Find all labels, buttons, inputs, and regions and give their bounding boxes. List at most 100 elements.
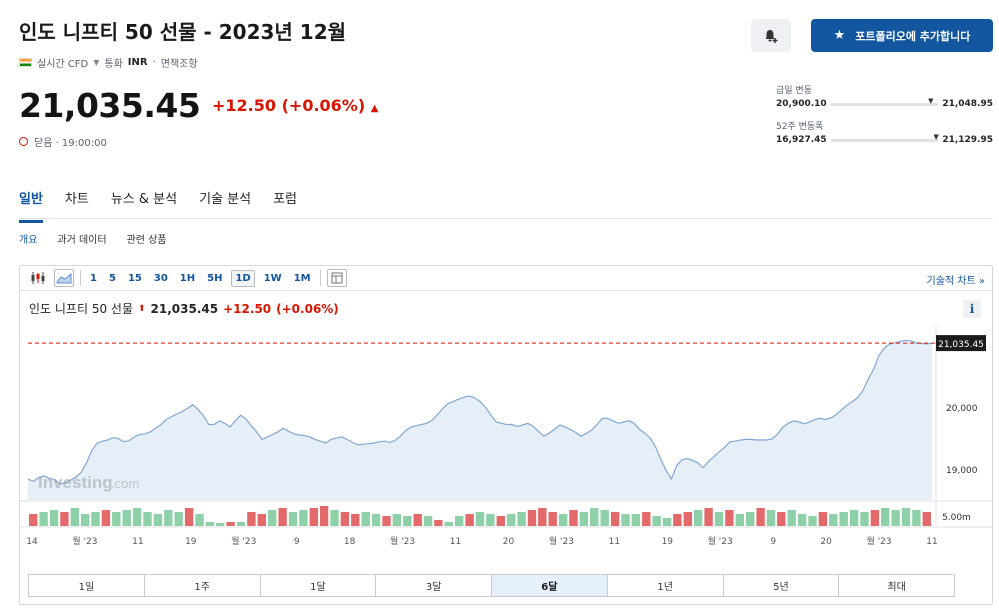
day-range-label: 금일 변동 (776, 86, 812, 96)
volume-bar (486, 514, 495, 526)
x-tick-label: 월 '23 (867, 535, 892, 547)
investing-watermark: Investing (38, 473, 113, 492)
interval-1[interactable]: 1 (90, 272, 97, 284)
range-max[interactable]: 최대 (887, 582, 906, 593)
current-price-label: 21,035.45 (938, 340, 984, 350)
volume-bar (455, 516, 464, 526)
volume-bar (496, 516, 505, 526)
x-tick-label: 19 (185, 537, 197, 547)
volume-bar (808, 516, 817, 526)
tab-chart[interactable]: 차트 (64, 192, 89, 207)
table-icon[interactable] (326, 269, 347, 287)
volume-bar (423, 516, 433, 526)
volume-bar (797, 514, 807, 526)
info-button[interactable]: i (963, 300, 981, 318)
day-high: 21,048.95 (942, 99, 993, 109)
day-range-bar: ▼ (830, 97, 939, 106)
chart-last-price: 21,035.45 (150, 301, 219, 316)
volume-bar (49, 510, 59, 526)
tab-forum[interactable]: 포럼 (273, 192, 297, 207)
volume-bar (91, 512, 100, 526)
range-1d[interactable]: 1일 (29, 575, 145, 596)
subtab-related[interactable]: 관련 상품 (126, 235, 167, 246)
range-1m[interactable]: 1달 (261, 575, 377, 596)
volume-bar (268, 510, 277, 526)
week52-high: 21,129.95 (942, 135, 993, 145)
x-tick-label: 11 (926, 537, 937, 547)
tab-technical[interactable]: 기술 분석 (199, 192, 252, 207)
interval-5[interactable]: 5 (108, 272, 116, 284)
interval-1w[interactable]: 1W (263, 272, 282, 284)
change-value: +12.50 (212, 96, 277, 115)
area-chart-icon[interactable] (54, 269, 74, 287)
x-tick-label: 20 (820, 537, 832, 547)
x-tick-label: 9 (770, 537, 776, 547)
volume-bar (122, 510, 131, 526)
week52-range-bar: ▼ (830, 133, 939, 142)
interval-1m[interactable]: 1M (293, 272, 311, 284)
volume-bar (870, 510, 880, 526)
x-tick-label: 월 '23 (390, 535, 415, 547)
week52-range: 52주 변동폭 16,927.45 ▼ 21,129.95 (776, 119, 993, 145)
alert-button[interactable] (751, 19, 791, 52)
x-tick-label: 월 '23 (549, 535, 574, 547)
week52-range-label: 52주 변동폭 (776, 122, 824, 132)
volume-bar (881, 508, 890, 526)
x-tick-label: 9 (294, 537, 300, 547)
week52-range-marker-icon: ▼ (933, 132, 939, 141)
subtab-summary[interactable]: 개요 (19, 235, 38, 246)
range-5y[interactable]: 5년 (724, 575, 840, 596)
x-tick-label: 14 (26, 537, 38, 547)
interval-1d[interactable]: 1D (231, 269, 255, 287)
volume-bar (558, 514, 568, 526)
volume-bar (860, 512, 869, 526)
price-line (27, 339, 933, 485)
add-to-portfolio-button[interactable]: ★ 포트폴리오에 추가합니다 (811, 19, 993, 52)
volume-bar (143, 512, 152, 526)
volume-bar (694, 510, 703, 526)
interval-15[interactable]: 15 (127, 272, 142, 284)
interval-30[interactable]: 30 (153, 272, 168, 284)
volume-bar (829, 514, 838, 526)
candlestick-icon[interactable] (28, 269, 48, 287)
volume-bar (444, 522, 453, 526)
range-3m[interactable]: 3달 (376, 575, 492, 596)
volume-bar (849, 510, 859, 526)
price-chart[interactable]: Investing.com 21,035.45 20,000 19,000 5.00m 1… (20, 326, 992, 574)
interval-5h[interactable]: 5H (207, 272, 223, 284)
volume-bar (278, 508, 287, 526)
range-1y[interactable]: 1년 (608, 575, 724, 596)
volume-bar (39, 512, 48, 526)
y-tick-label: 19,000 (946, 466, 978, 476)
volume-bar (371, 514, 381, 526)
day-low: 20,900.10 (776, 99, 827, 109)
volume-bar (746, 512, 755, 526)
volume-bar (60, 512, 69, 526)
volume-bar (205, 522, 214, 526)
volume-bar (818, 512, 828, 526)
volume-bar (631, 514, 641, 526)
volume-bar (174, 512, 183, 526)
x-tick-label: 11 (132, 537, 143, 547)
volume-bar (340, 512, 350, 526)
range-1w[interactable]: 1주 (145, 575, 261, 596)
currency-value: INR (127, 57, 148, 68)
subtab-historical[interactable]: 과거 데이터 (57, 235, 107, 246)
tab-overview[interactable]: 일반 (19, 188, 43, 223)
chevron-down-icon[interactable]: ▼ (93, 58, 100, 67)
interval-1h[interactable]: 1H (179, 272, 196, 284)
add-to-portfolio-label: 포트폴리오에 추가합니다 (855, 29, 971, 43)
sub-tabs: 개요 과거 데이터 관련 상품 (19, 231, 167, 246)
time-range-selector: 1일 1주 1달 3달 6달 1년 5년 최대 (28, 574, 955, 597)
volume-bar (153, 514, 163, 526)
toolbar-separator (319, 270, 321, 286)
chart-toolbar: 1 5 15 30 1H 5H 1D 1W 1M 기술적 차트 » (20, 266, 992, 291)
technical-chart-link[interactable]: 기술적 차트 » (926, 276, 985, 287)
disclaimer-link[interactable]: 면책조항 (160, 59, 198, 70)
current-price-tag (936, 335, 986, 352)
up-arrow-icon: ⬆ (138, 303, 146, 314)
realtime-label[interactable]: 실시간 CFD (37, 59, 89, 70)
volume-bar (70, 508, 79, 526)
tab-news[interactable]: 뉴스 & 분석 (110, 192, 178, 207)
range-6m[interactable]: 6달 (492, 575, 608, 596)
